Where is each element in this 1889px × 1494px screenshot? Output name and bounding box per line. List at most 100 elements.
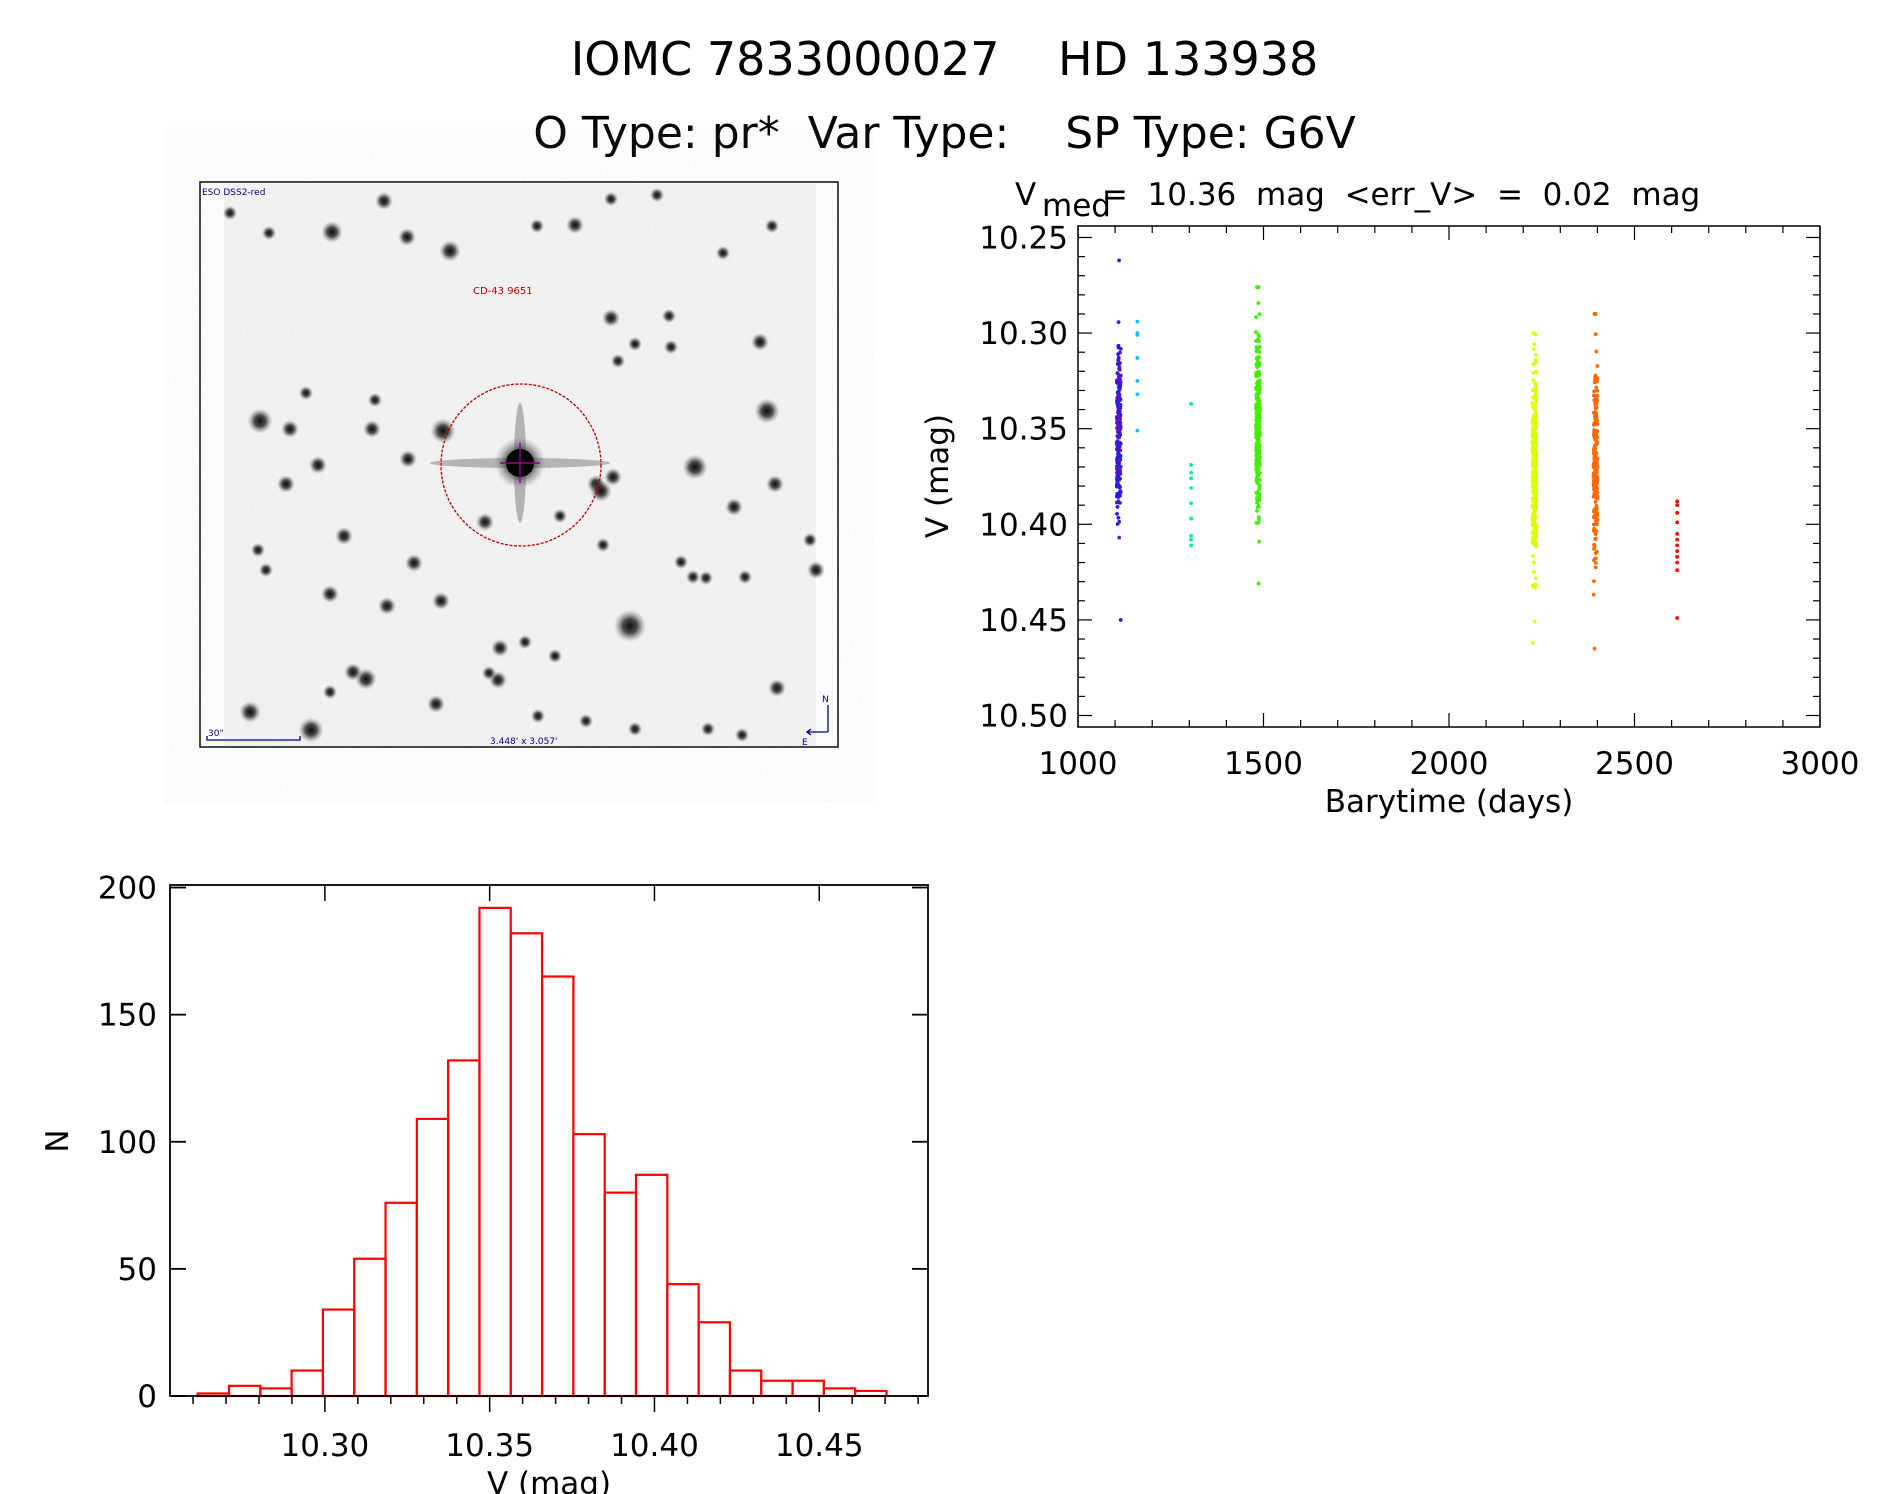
hist-bar (509, 932, 544, 1398)
hist-bar (321, 1308, 356, 1398)
hist-bar (227, 1384, 262, 1398)
object-label: CD-43 9651 (473, 286, 533, 297)
lc-point (1118, 403, 1123, 407)
lc-point (1534, 492, 1539, 497)
lc-point (1257, 498, 1262, 503)
lc-point (1533, 409, 1538, 414)
lc-point (1592, 445, 1597, 450)
star (298, 717, 324, 743)
compass (805, 705, 829, 736)
lc-point (1257, 334, 1261, 338)
lc-point (1117, 258, 1121, 263)
lc-point (1118, 425, 1123, 430)
field-size-label: 3.448' x 3.057' (490, 737, 558, 747)
star (698, 570, 714, 586)
lc-point (1116, 357, 1121, 362)
lc-point (1592, 460, 1597, 464)
lc-point (1116, 343, 1121, 348)
lc-point (1533, 441, 1538, 446)
star (432, 592, 450, 610)
hist-bar (697, 1321, 732, 1398)
hist-bar (760, 1379, 794, 1398)
lc-point (1531, 463, 1536, 468)
lc-title-sub: med (1042, 188, 1111, 224)
lc-point (1592, 542, 1596, 547)
lc-point (1257, 478, 1262, 482)
star (700, 721, 716, 737)
star (737, 569, 753, 585)
lc-point (1115, 481, 1120, 485)
y-tick-label: 10.35 (979, 412, 1068, 448)
lc-point (1115, 512, 1119, 516)
star (754, 398, 780, 424)
lc-point (1595, 486, 1600, 491)
y-tick-label: 100 (98, 1125, 157, 1161)
lc-point (1257, 539, 1261, 544)
lc-point (1254, 425, 1259, 430)
lc-point (1118, 618, 1123, 622)
lc-point (1592, 547, 1596, 551)
lc-point (1254, 490, 1259, 495)
hist-bar (290, 1369, 325, 1398)
lc-point (1530, 640, 1535, 645)
lc-point (1593, 565, 1598, 570)
hist-bar (572, 1133, 606, 1398)
lc-point (1256, 301, 1261, 306)
survey-label: ESO DSS2-red (202, 188, 265, 198)
star (367, 392, 383, 408)
lc-point (1531, 511, 1536, 516)
lc-point (1257, 400, 1262, 405)
lc-point (1117, 394, 1122, 399)
lc-point (1254, 422, 1259, 427)
lc-point (1593, 332, 1598, 337)
star (375, 192, 393, 210)
lc-point (1257, 385, 1262, 390)
lc-point (1532, 342, 1537, 347)
lc-point (1117, 415, 1122, 420)
lc-point (1115, 362, 1120, 366)
lc-point (1530, 531, 1535, 535)
lc-point (1531, 395, 1535, 400)
lc-point (1189, 486, 1194, 490)
star (610, 353, 626, 369)
lc-point (1534, 498, 1539, 503)
lc-point (1255, 403, 1260, 408)
lc-point (1594, 451, 1599, 456)
star (250, 542, 266, 558)
y-tick-label: 10.25 (979, 220, 1068, 256)
lc-point (1592, 389, 1597, 394)
north-label: N (822, 695, 829, 705)
lc-point (1530, 388, 1535, 393)
star (552, 508, 568, 524)
y-tick-label: 10.30 (979, 316, 1068, 352)
lc-point (1592, 522, 1596, 527)
star (222, 205, 238, 221)
lc-point (1530, 432, 1535, 437)
x-tick-label: 2000 (1410, 746, 1489, 782)
star (627, 721, 643, 737)
lc-point (1595, 364, 1600, 368)
lc-point (1115, 378, 1120, 382)
star (661, 308, 677, 324)
star (802, 532, 818, 548)
lc-point (1115, 419, 1120, 423)
lc-point (1533, 476, 1538, 481)
lc-point (1531, 554, 1536, 558)
hist-bar (259, 1387, 293, 1398)
lc-point (1595, 470, 1599, 474)
lc-point (1533, 576, 1538, 581)
star (566, 216, 584, 234)
lc-point (1118, 476, 1122, 481)
lc-point (1593, 416, 1598, 421)
lc-point (1595, 490, 1599, 495)
lc-point (1135, 319, 1140, 324)
lc-point (1189, 476, 1194, 481)
lc-point (1255, 508, 1259, 513)
lc-point (1115, 493, 1120, 498)
lc-point (1591, 393, 1596, 398)
lc-title-v: V (1015, 177, 1036, 213)
lc-point (1530, 441, 1535, 446)
hist-plot-frame (169, 884, 929, 1397)
lc-point (1593, 551, 1598, 556)
star (321, 221, 343, 243)
